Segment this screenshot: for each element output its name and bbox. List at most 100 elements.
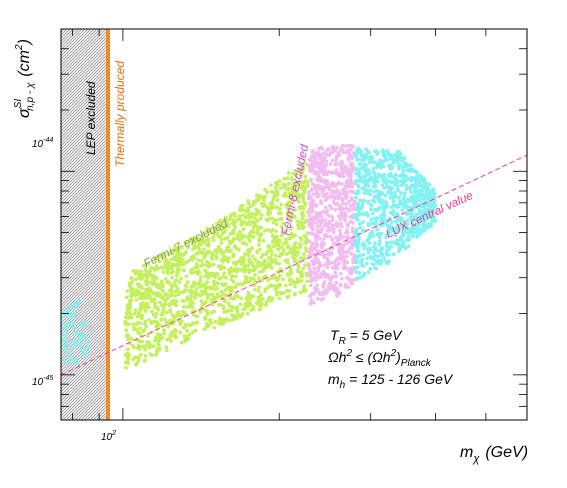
- scatter-point: [327, 219, 331, 224]
- scatter-point: [426, 195, 431, 200]
- scatter-point: [329, 283, 334, 287]
- scatter-point: [203, 274, 208, 279]
- scatter-point: [128, 286, 133, 290]
- scatter-point: [339, 243, 343, 247]
- scatter-point: [318, 224, 322, 228]
- scatter-point: [377, 239, 382, 244]
- scatter-point: [347, 167, 352, 172]
- scatter-point: [264, 252, 269, 257]
- scatter-point: [246, 263, 251, 268]
- scatter-point: [136, 346, 141, 351]
- scatter-point: [143, 268, 148, 272]
- scatter-point: [207, 323, 211, 328]
- scatter-point: [277, 254, 282, 259]
- scatter-point: [405, 186, 410, 190]
- scatter-point: [152, 279, 157, 284]
- scatter-point: [259, 212, 264, 217]
- scatter-point: [184, 296, 189, 301]
- scatter-point: [221, 256, 226, 261]
- scatter-point: [330, 274, 335, 279]
- scatter-point: [339, 250, 343, 254]
- scatter-point: [362, 191, 367, 196]
- scatter-point: [123, 352, 128, 357]
- scatter-point: [193, 282, 198, 287]
- scatter-point: [63, 360, 67, 365]
- scatter-point: [313, 186, 318, 191]
- scatter-point: [283, 283, 288, 288]
- scatter-point: [322, 180, 327, 185]
- scatter-point: [347, 208, 352, 213]
- scatter-point: [316, 183, 321, 188]
- scatter-point: [322, 280, 327, 284]
- scatter-point: [202, 247, 206, 252]
- scatter-point: [212, 227, 217, 231]
- scatter-point: [256, 260, 261, 265]
- scatter-point: [333, 270, 338, 275]
- scatter-point: [149, 320, 154, 324]
- scatter-point: [296, 223, 300, 228]
- scatter-point: [307, 239, 312, 244]
- scatter-point: [309, 177, 314, 182]
- scatter-point: [148, 268, 153, 273]
- scatter-point: [393, 152, 398, 157]
- scatter-point: [183, 304, 188, 309]
- scatter-point: [325, 265, 330, 270]
- scatter-point: [216, 303, 221, 307]
- scatter-point: [369, 154, 373, 159]
- scatter-point: [69, 315, 74, 319]
- scatter-point: [360, 175, 365, 180]
- scatter-point: [398, 152, 403, 157]
- scatter-point: [310, 187, 314, 191]
- scatter-point: [285, 206, 290, 211]
- scatter-point: [354, 270, 359, 274]
- scatter-point: [426, 225, 431, 229]
- scatter-point: [402, 191, 407, 196]
- scatter-point: [400, 244, 405, 249]
- scatter-point: [298, 256, 303, 261]
- scatter-point: [377, 242, 381, 247]
- scatter-point: [353, 207, 357, 212]
- scatter-point: [311, 300, 316, 305]
- scatter-point: [378, 206, 383, 210]
- scatter-point: [159, 303, 164, 308]
- scatter-point: [365, 168, 370, 173]
- scatter-point: [303, 240, 307, 245]
- scatter-point: [279, 225, 284, 229]
- scatter-point: [153, 301, 157, 305]
- scatter-point: [391, 228, 396, 233]
- scatter-point: [378, 162, 383, 167]
- scatter-point: [133, 308, 138, 312]
- scatter-point: [338, 233, 342, 238]
- scatter-point: [267, 256, 272, 261]
- scatter-point: [215, 231, 220, 236]
- scatter-point: [369, 234, 374, 239]
- scatter-point: [222, 266, 227, 270]
- scatter-point: [361, 264, 366, 268]
- scatter-point: [342, 243, 347, 248]
- scatter-point: [259, 255, 264, 260]
- scatter-point: [69, 304, 73, 309]
- scatter-point: [356, 201, 360, 206]
- scatter-point: [334, 160, 338, 164]
- scatter-point: [190, 305, 195, 310]
- scatter-point: [124, 295, 129, 300]
- scatter-point: [179, 313, 184, 318]
- scatter-point: [184, 250, 189, 255]
- scatter-point: [202, 255, 206, 260]
- scatter-point: [371, 159, 375, 164]
- scatter-point: [323, 205, 328, 210]
- scatter-point: [321, 296, 325, 301]
- scatter-point: [168, 308, 173, 313]
- scatter-point: [361, 220, 365, 225]
- scatter-point: [129, 290, 134, 295]
- scatter-point: [251, 254, 255, 259]
- scatter-point: [366, 270, 371, 275]
- scatter-point: [195, 314, 199, 319]
- scatter-point: [373, 266, 377, 270]
- scatter-point: [213, 319, 218, 324]
- scatter-point: [329, 193, 334, 198]
- scatter-point: [304, 184, 308, 189]
- scatter-point: [328, 162, 333, 167]
- scatter-point: [311, 192, 316, 197]
- scatter-point: [183, 240, 188, 245]
